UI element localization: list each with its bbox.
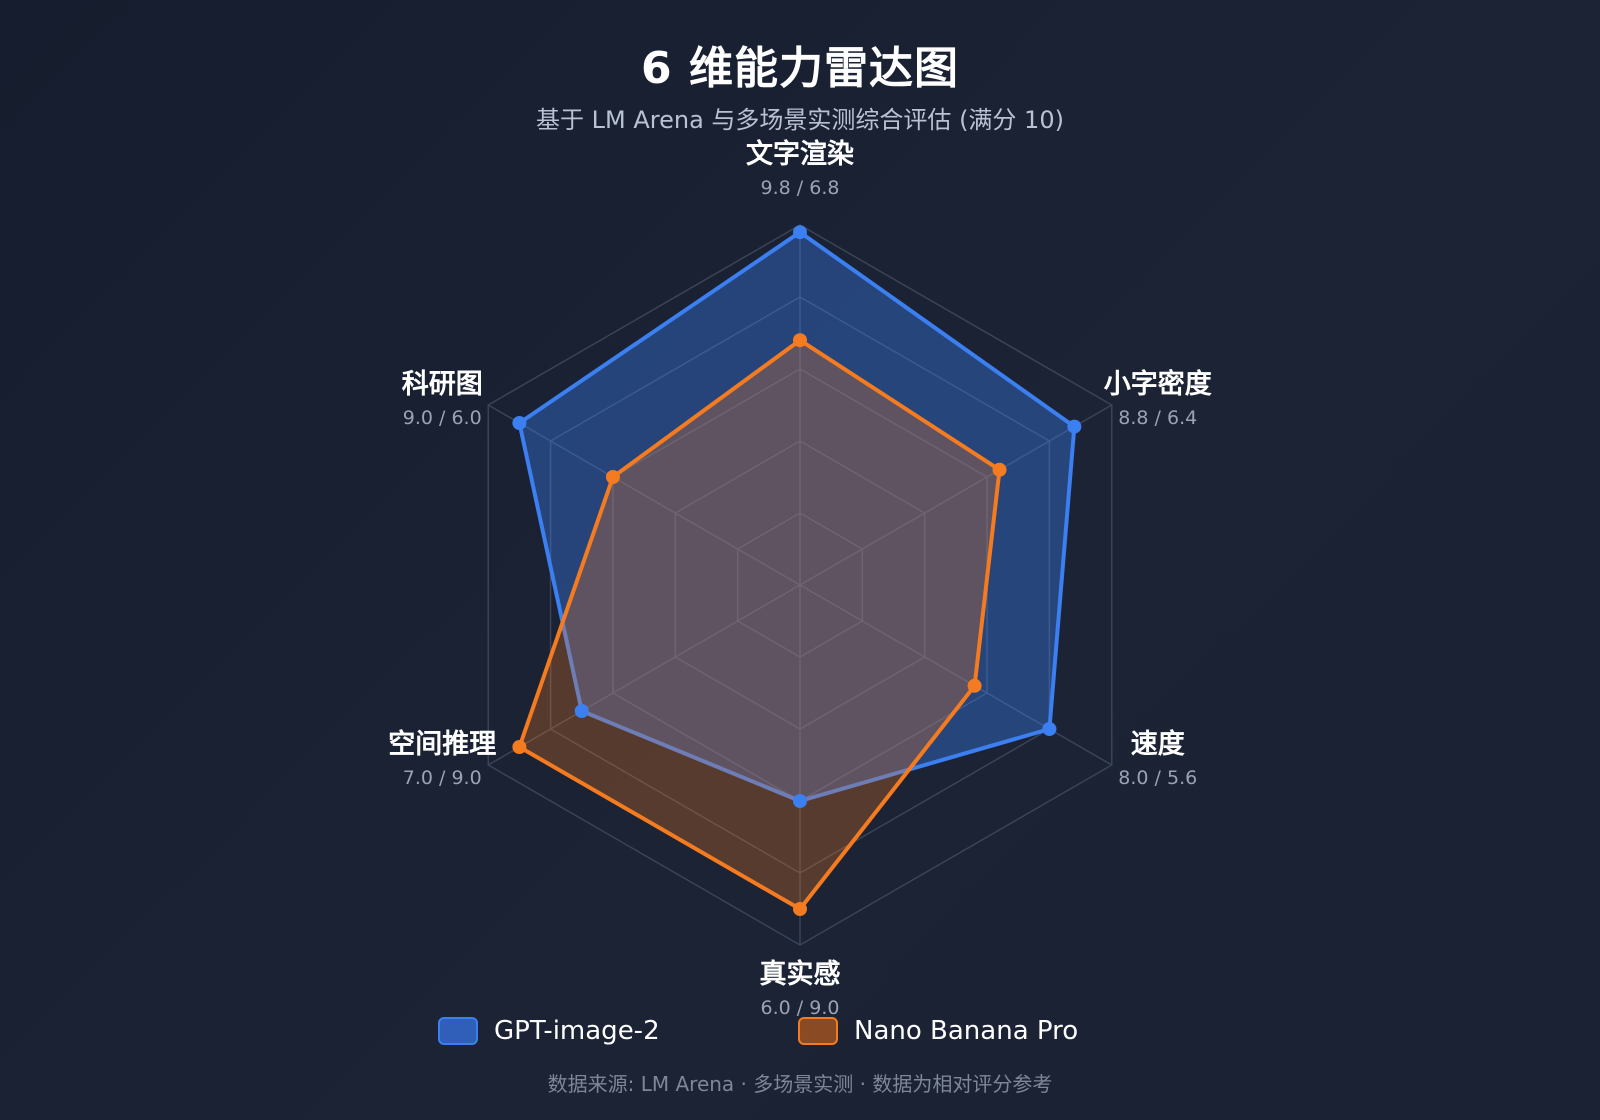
grid-spoke-1 [799, 404, 1113, 586]
data-point-gpt-4 [574, 704, 589, 718]
data-point-nano-3 [793, 902, 807, 916]
axis-label-0: 文字渲染 [746, 138, 854, 170]
data-point-gpt-2 [1042, 722, 1057, 736]
footer-source-note: 数据来源: LM Arena · 多场景实测 · 数据为相对评分参考 [547, 1072, 1053, 1096]
axis-value-label-0: 9.8 / 6.8 [761, 177, 840, 199]
axis-value-label-1: 8.8 / 6.4 [1118, 407, 1197, 429]
radar-labels: 文字渲染 9.8 / 6.8 小字密度 8.8 / 6.4 速度 8.0 / 5.6 真实感… [388, 138, 1212, 1019]
grid-spoke-2 [799, 584, 1113, 766]
grid-spoke-4 [487, 584, 801, 766]
chart-title: 6 维能力雷达图 [641, 43, 959, 94]
legend-swatch-nano [798, 1017, 838, 1045]
data-point-nano-4 [512, 740, 527, 754]
legend-label-gpt: GPT-image-2 [494, 1016, 660, 1046]
axis-label-3: 真实感 [760, 958, 841, 990]
legend: GPT-image-2 Nano Banana Pro [0, 1016, 1600, 1056]
axis-value-label-3: 6.0 / 9.0 [761, 997, 840, 1019]
axis-value-label-2: 8.0 / 5.6 [1118, 767, 1197, 789]
data-point-gpt-1 [1067, 419, 1082, 434]
data-point-nano-2 [967, 678, 982, 693]
legend-item-gpt[interactable]: GPT-image-2 [438, 1016, 660, 1046]
data-point-nano-0 [793, 333, 807, 348]
legend-item-nano[interactable]: Nano Banana Pro [798, 1016, 1078, 1046]
axis-value-label-5: 9.0 / 6.0 [403, 407, 482, 429]
legend-swatch-gpt [438, 1017, 478, 1045]
radar-series [512, 225, 1082, 916]
axis-label-2: 速度 [1131, 728, 1185, 760]
axis-label-5: 科研图 [402, 369, 483, 400]
axis-value-label-4: 7.0 / 9.0 [403, 767, 482, 789]
data-point-nano-1 [992, 462, 1007, 477]
chart-subtitle: 基于 LM Arena 与多场景实测综合评估 (满分 10) [536, 106, 1064, 134]
data-point-gpt-0 [793, 225, 807, 240]
grid-spoke-5 [487, 404, 801, 586]
axis-label-1: 小字密度 [1104, 368, 1212, 400]
data-point-gpt-5 [512, 416, 527, 430]
legend-label-nano: Nano Banana Pro [854, 1016, 1079, 1046]
data-point-nano-5 [605, 470, 620, 484]
data-point-gpt-3 [793, 794, 807, 808]
axis-label-4: 空间推理 [388, 728, 496, 760]
